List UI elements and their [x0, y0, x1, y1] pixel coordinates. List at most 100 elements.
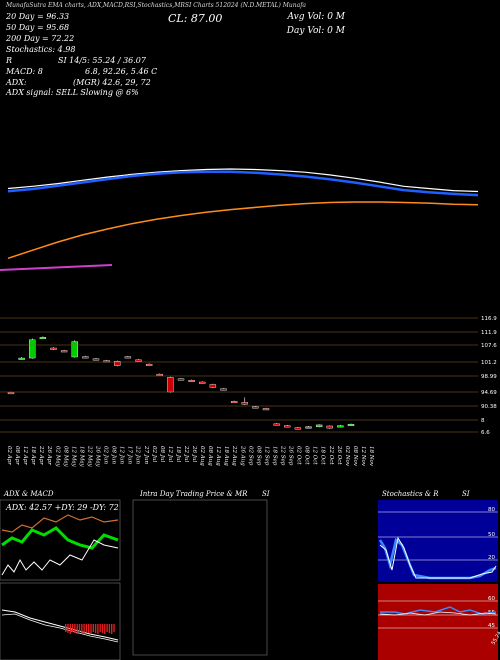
candle-body	[92, 358, 100, 361]
macd-histogram-bar	[101, 624, 104, 633]
candle-body	[326, 425, 333, 429]
date-label: 22 Oct	[328, 445, 334, 465]
macd-line	[1, 609, 119, 641]
candle-body	[230, 401, 238, 404]
date-label: 02 Sep	[247, 446, 253, 466]
date-label: 22 Sep	[280, 445, 286, 466]
date-label: 08 Sep	[255, 446, 261, 466]
candle-body	[18, 357, 25, 360]
date-label: 02 May	[54, 446, 60, 468]
date-label: 17 Jun	[127, 446, 133, 464]
stoch-si: SI	[462, 490, 470, 498]
date-label: 12 May	[70, 446, 76, 468]
ema200-legend: 200 Day = 72.22	[6, 34, 75, 43]
stoch-tick-label: 20	[488, 555, 495, 561]
date-label: 26 May	[94, 445, 100, 468]
price-label: 111.9	[481, 330, 497, 336]
candle-body	[82, 356, 89, 359]
date-label: 12 Oct	[312, 446, 318, 465]
price-label: 8	[481, 418, 485, 424]
date-label: 12 Aug	[215, 446, 221, 466]
date-label: 12 Apr	[22, 446, 28, 465]
date-label: 22 Jul	[183, 445, 189, 462]
date-label: 02 Apr	[6, 446, 12, 465]
macd-histogram-bar	[97, 624, 99, 634]
date-label: 02 Oct	[296, 446, 302, 465]
date-label: 08 Jun	[111, 446, 117, 464]
stochastics-readout: Stochastics: 4.98	[6, 45, 76, 54]
candle-body	[252, 406, 259, 409]
intraday-panel	[132, 499, 268, 656]
price-label: 6.6	[481, 430, 490, 436]
date-label: 12 Sep	[263, 446, 269, 466]
price-label: 94.69	[481, 390, 497, 396]
rsi-tick-label: 60	[488, 596, 495, 602]
price-label: 116.9	[481, 316, 497, 322]
intraday-title: Intra Day Trading Price & MR	[140, 490, 248, 498]
adx-main-line	[1, 539, 119, 576]
macd-histogram-bar	[104, 624, 106, 634]
adx-minus-line	[1, 514, 119, 533]
rsi-panel	[378, 584, 498, 660]
candle-body	[294, 427, 302, 430]
candle-body	[209, 384, 217, 388]
adx-macd-title: ADX & MACD	[4, 490, 54, 498]
stoch-tick-label: 50	[488, 532, 495, 538]
ema20-legend: 20 Day = 96.33	[6, 12, 70, 21]
macd-histogram-bar	[92, 624, 94, 632]
macd-histogram-bar	[74, 624, 76, 633]
date-label: 02 Jul	[151, 446, 157, 462]
candle-body	[7, 392, 15, 395]
date-label: 26 Sep	[288, 445, 294, 466]
date-label: 26 Apr	[46, 445, 52, 465]
date-label: 02 Nov	[344, 446, 350, 467]
date-label: 08 May	[62, 446, 68, 468]
date-label: 12 Jun	[119, 446, 125, 464]
price-label: 90.38	[481, 404, 497, 410]
candle-body	[220, 388, 227, 391]
date-label: 27 Jun	[143, 445, 149, 464]
macd-histogram-bar	[81, 624, 83, 633]
date-label: 08 Nov	[352, 446, 358, 467]
stoch-tick-label: 80	[488, 507, 495, 513]
intraday-si: SI	[262, 490, 270, 498]
macd-histogram-bar	[90, 624, 92, 634]
rsi-readout: R	[6, 56, 13, 65]
adx-box-readout: ADX: 42.57 +DY: 29 -DY: 72	[6, 503, 119, 512]
price-label: 101.2	[481, 360, 497, 366]
si-readout: SI 14/5: 55.24 / 36.07	[58, 56, 146, 65]
macd-histogram-bar	[71, 624, 74, 632]
pink-indicator-line	[0, 264, 113, 271]
macd-histogram-bar	[85, 624, 88, 632]
rsi-signal-line	[379, 611, 497, 616]
candle-body	[177, 378, 185, 381]
date-label: 26 Aug	[239, 445, 245, 466]
mgr-readout: (MGR) 42.6, 29, 72	[73, 78, 151, 87]
date-label: 08 Jul	[159, 446, 165, 462]
ema-lines	[0, 168, 479, 271]
rsi-line	[380, 606, 497, 615]
adx-plus-line	[1, 526, 119, 550]
rsi-tick-label: 45	[488, 623, 495, 629]
macd-histogram-bar	[94, 624, 97, 633]
candle-body	[315, 424, 323, 427]
macd-histogram-bar	[88, 624, 90, 633]
macd-values: 6.8, 92.26, 5.46 C	[85, 67, 158, 76]
date-label: 18 Jul	[175, 446, 181, 462]
candle-body	[241, 402, 248, 405]
macd-histogram-bar	[113, 624, 115, 632]
candle-body	[199, 381, 206, 384]
day-volume: Day Vol: 0 M	[286, 26, 345, 36]
date-label: 22 May	[86, 445, 92, 468]
candle-body	[71, 341, 78, 358]
candles	[7, 336, 355, 430]
macd-histogram-bar	[83, 624, 85, 634]
date-label: 26 Jul	[191, 445, 197, 462]
date-label: 18 Nov	[368, 446, 374, 467]
ema50-legend: 50 Day = 95.68	[6, 23, 70, 32]
candle-body	[39, 337, 47, 340]
date-label: 18 May	[78, 446, 84, 468]
date-label: 18 Sep	[271, 446, 277, 466]
candle-body	[273, 423, 280, 426]
